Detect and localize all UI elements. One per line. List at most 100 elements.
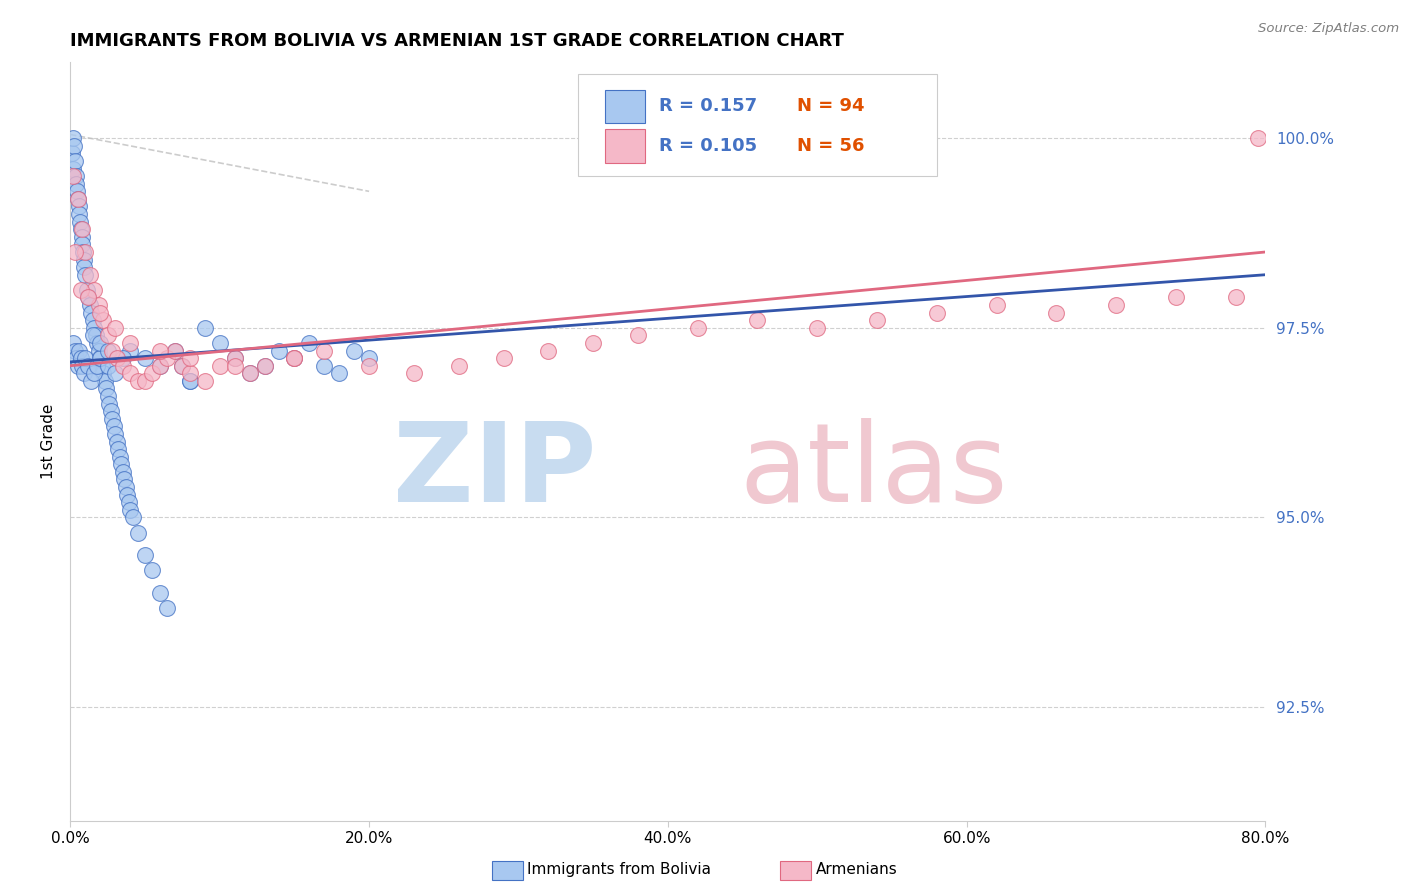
Point xyxy=(359,359,381,373)
Point xyxy=(1164,290,1187,304)
Point xyxy=(108,450,131,464)
Point xyxy=(84,328,107,343)
Point xyxy=(328,366,350,380)
Point xyxy=(179,374,201,388)
Point xyxy=(402,366,425,380)
Point xyxy=(83,283,105,297)
Point xyxy=(1045,305,1067,319)
Point xyxy=(110,457,132,471)
Point xyxy=(69,351,91,366)
Point xyxy=(62,336,84,351)
Point xyxy=(107,442,129,456)
Point xyxy=(127,374,149,388)
Point xyxy=(70,359,93,373)
Point xyxy=(66,192,89,206)
Point xyxy=(179,366,201,380)
Point xyxy=(103,419,125,434)
Point xyxy=(747,313,769,327)
Point xyxy=(97,389,120,403)
Point xyxy=(134,374,156,388)
Point xyxy=(77,290,100,304)
Text: IMMIGRANTS FROM BOLIVIA VS ARMENIAN 1ST GRADE CORRELATION CHART: IMMIGRANTS FROM BOLIVIA VS ARMENIAN 1ST … xyxy=(70,32,844,50)
Point xyxy=(65,351,87,366)
Point xyxy=(86,359,108,373)
Point xyxy=(80,305,103,319)
Point xyxy=(101,411,124,425)
Point xyxy=(90,359,112,373)
Point xyxy=(104,366,127,380)
Point xyxy=(866,313,889,327)
Point xyxy=(63,343,86,358)
Point xyxy=(194,374,217,388)
Point xyxy=(111,351,134,366)
Point xyxy=(70,237,93,252)
Point xyxy=(194,320,217,334)
Y-axis label: 1st Grade: 1st Grade xyxy=(41,404,56,479)
Point xyxy=(89,336,111,351)
Point xyxy=(67,199,90,213)
Point xyxy=(1247,131,1270,145)
Point xyxy=(806,320,828,334)
Point xyxy=(179,374,201,388)
Point xyxy=(69,222,91,236)
Point xyxy=(986,298,1008,312)
Point xyxy=(91,313,114,327)
Point xyxy=(73,366,96,380)
Point xyxy=(83,320,105,334)
Point xyxy=(101,343,124,358)
Point xyxy=(72,244,94,259)
Point xyxy=(104,320,127,334)
Point xyxy=(97,343,120,358)
FancyBboxPatch shape xyxy=(605,129,645,162)
Point xyxy=(314,343,336,358)
Point xyxy=(492,351,515,366)
Point xyxy=(65,169,87,183)
Point xyxy=(65,177,87,191)
Point xyxy=(112,472,135,486)
Point xyxy=(359,351,381,366)
Point xyxy=(82,313,104,327)
Point xyxy=(239,366,262,380)
Point xyxy=(63,153,86,168)
Point xyxy=(67,343,90,358)
Point xyxy=(75,268,97,282)
Point xyxy=(141,366,163,380)
Point xyxy=(89,351,111,366)
Point xyxy=(105,351,128,366)
Point xyxy=(134,548,156,562)
Text: ZIP: ZIP xyxy=(392,418,596,525)
Point xyxy=(62,131,84,145)
Point xyxy=(70,229,93,244)
Point xyxy=(87,343,110,358)
Text: N = 94: N = 94 xyxy=(797,97,865,115)
Text: atlas: atlas xyxy=(740,418,1008,525)
Point xyxy=(75,351,97,366)
Point xyxy=(627,328,650,343)
Point xyxy=(98,396,121,410)
Point xyxy=(82,328,104,343)
Point xyxy=(79,298,101,312)
Point xyxy=(70,222,93,236)
Point xyxy=(69,214,91,228)
Point xyxy=(66,192,89,206)
Point xyxy=(114,480,136,494)
Text: R = 0.105: R = 0.105 xyxy=(659,136,758,155)
Point xyxy=(172,359,194,373)
Point xyxy=(582,336,605,351)
Point xyxy=(208,359,231,373)
Point xyxy=(111,465,134,479)
Point xyxy=(283,351,305,366)
Point xyxy=(66,359,89,373)
Point xyxy=(172,359,194,373)
Point xyxy=(156,601,179,615)
Point xyxy=(73,260,96,274)
Point xyxy=(66,184,89,198)
Point xyxy=(77,290,100,304)
Point xyxy=(89,351,111,366)
Text: Immigrants from Bolivia: Immigrants from Bolivia xyxy=(527,863,711,877)
Point xyxy=(120,343,141,358)
FancyBboxPatch shape xyxy=(605,90,645,123)
Point xyxy=(75,244,97,259)
Point xyxy=(343,343,366,358)
Point xyxy=(134,351,156,366)
